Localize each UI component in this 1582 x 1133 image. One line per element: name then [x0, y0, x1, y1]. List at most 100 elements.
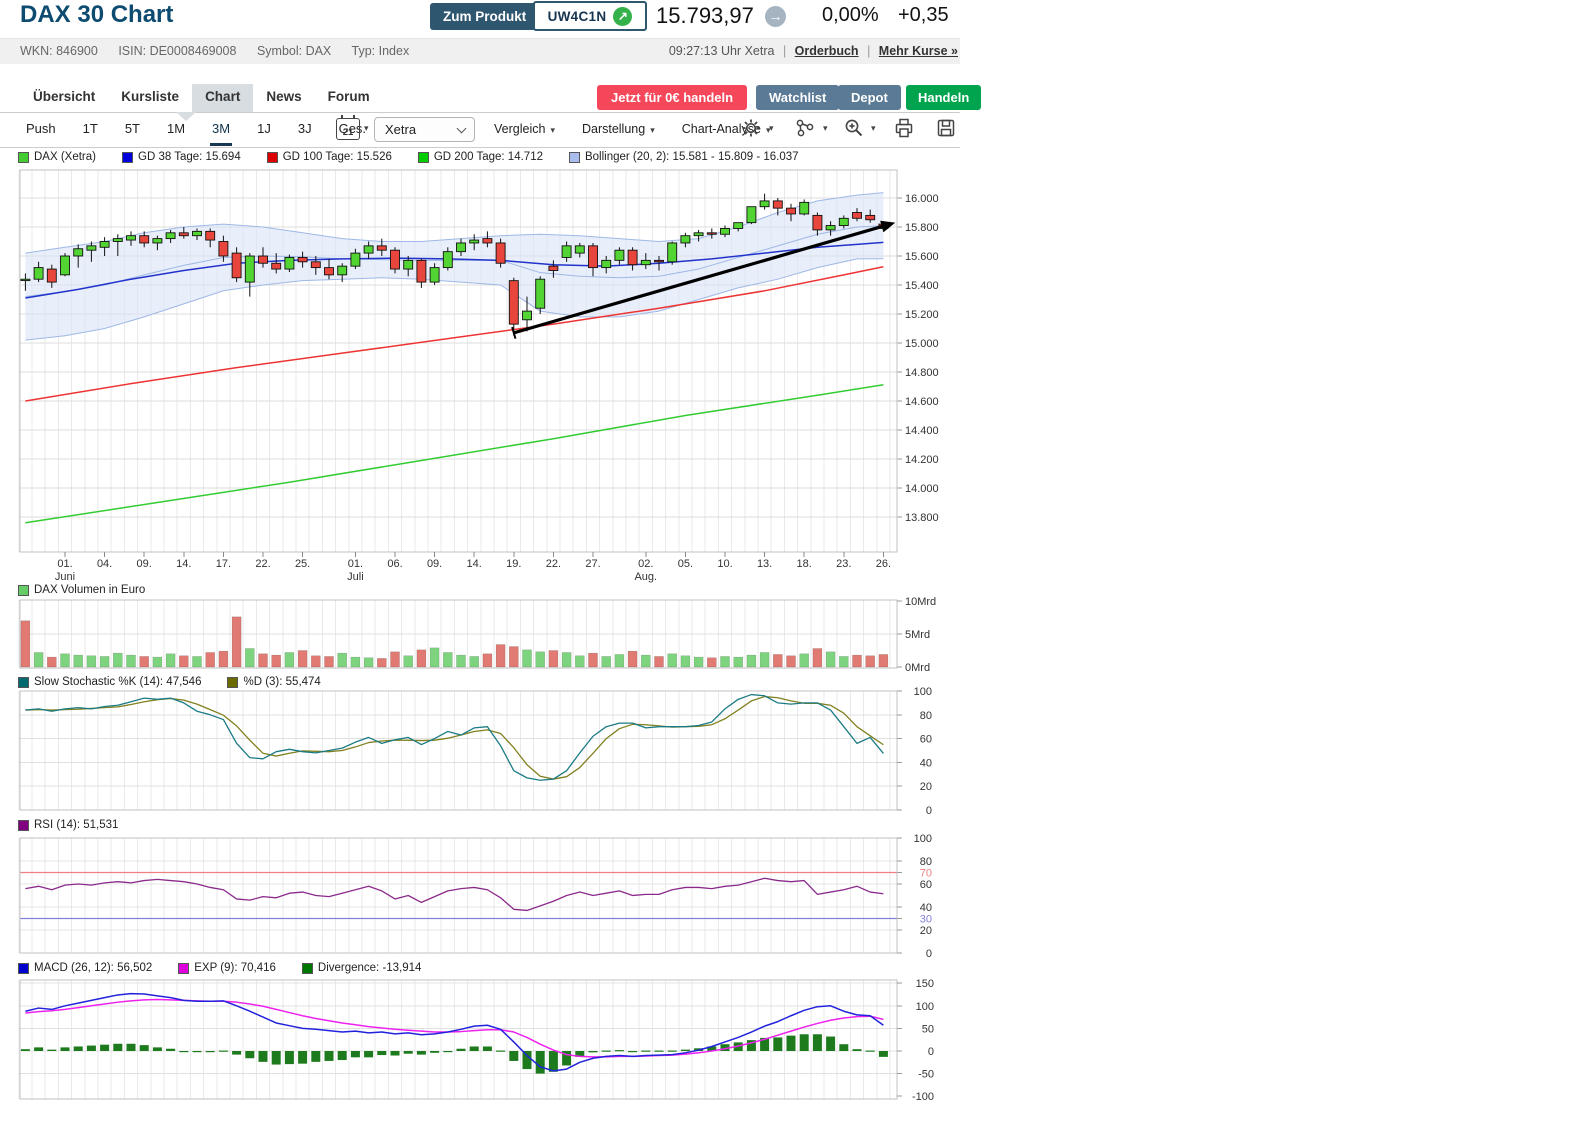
svg-text:20: 20 — [920, 781, 932, 793]
calendar-icon[interactable]: 21 — [336, 115, 360, 140]
chart-toolbar — [0, 112, 960, 148]
depot-button[interactable]: Depot — [838, 85, 901, 110]
legend-label: GD 38 Tage: 15.694 — [138, 151, 241, 163]
svg-text:70: 70 — [920, 868, 932, 880]
venue-select[interactable]: Xetra — [374, 117, 475, 142]
svg-text:27.: 27. — [585, 558, 600, 570]
zoom-icon[interactable] — [843, 117, 865, 139]
svg-text:-50: -50 — [918, 1069, 934, 1081]
svg-text:16.000: 16.000 — [905, 193, 939, 205]
svg-text:01.: 01. — [348, 558, 363, 570]
svg-text:14.: 14. — [176, 558, 191, 570]
legend-swatch — [417, 151, 429, 163]
svg-text:14.400: 14.400 — [905, 425, 939, 437]
jetzt-handeln-cta-button[interactable]: Jetzt für 0€ handeln — [597, 85, 748, 110]
separator: | — [867, 44, 871, 58]
range-1t[interactable]: 1T — [82, 121, 98, 136]
legend-swatch — [266, 151, 278, 163]
legend-item: GD 38 Tage: 15.694 — [122, 151, 241, 163]
legend-swatch — [178, 962, 190, 974]
svg-text:09.: 09. — [427, 558, 442, 570]
trend-arrow-icon: → — [765, 6, 786, 27]
svg-text:17.: 17. — [216, 558, 231, 570]
product-code-box[interactable]: UW4C1N ↗ — [533, 1, 647, 31]
chevron-down-icon: ▾ — [550, 125, 555, 135]
svg-text:15.000: 15.000 — [905, 338, 939, 350]
range-3m[interactable]: 3M — [210, 112, 233, 146]
menu-vergleich[interactable]: Vergleich ▾ — [494, 122, 555, 136]
watchlist-button[interactable]: Watchlist — [756, 85, 840, 110]
tab-forum[interactable]: Forum — [327, 89, 370, 104]
quote-info: 09:27:13 Uhr Xetra | Orderbuch | Mehr Ku… — [620, 39, 958, 64]
range-1j[interactable]: 1J — [257, 121, 271, 136]
svg-text:23.: 23. — [836, 558, 851, 570]
legend-label: GD 200 Tage: 14.712 — [433, 151, 543, 163]
svg-text:14.200: 14.200 — [905, 454, 939, 466]
zoom-caret-icon[interactable]: ▾ — [871, 123, 876, 133]
mehr-kurse-link[interactable]: Mehr Kurse » — [878, 44, 958, 58]
legend-item: GD 100 Tage: 15.526 — [266, 151, 392, 163]
isin: ISIN: DE0008469008 — [118, 44, 237, 58]
svg-text:22.: 22. — [255, 558, 270, 570]
svg-text:20: 20 — [920, 925, 932, 937]
legend-swatch — [18, 819, 29, 831]
tab--bersicht[interactable]: Übersicht — [33, 89, 96, 104]
svg-text:100: 100 — [914, 686, 932, 698]
svg-text:5Mrd: 5Mrd — [905, 629, 930, 641]
svg-text:10.: 10. — [717, 558, 732, 570]
quote-time: 09:27:13 Uhr Xetra — [668, 44, 775, 58]
tab-chart[interactable]: Chart — [192, 84, 254, 112]
rsi-legend: RSI (14): 51,531 — [18, 819, 118, 831]
svg-text:01.: 01. — [57, 558, 72, 570]
range-3j[interactable]: 3J — [297, 121, 312, 136]
handeln-button[interactable]: Handeln — [906, 85, 982, 110]
svg-text:13.: 13. — [757, 558, 772, 570]
svg-text:06.: 06. — [387, 558, 402, 570]
svg-text:26.: 26. — [876, 558, 891, 570]
price-chart-legend: DAX (Xetra) GD 38 Tage: 15.694 GD 100 Tage… — [18, 151, 799, 163]
svg-text:80: 80 — [920, 856, 932, 868]
range-5t[interactable]: 5T — [124, 121, 140, 136]
price-value: 15.793,97 — [656, 3, 754, 28]
legend-swatch — [18, 962, 29, 974]
svg-text:04.: 04. — [97, 558, 112, 570]
svg-text:0Mrd: 0Mrd — [905, 662, 930, 674]
save-icon[interactable] — [935, 117, 957, 139]
instrument-infobar: WKN: 846900 ISIN: DE0008469008 Symbol: D… — [0, 38, 960, 64]
wkn: WKN: 846900 — [20, 44, 98, 58]
tab-news[interactable]: News — [266, 89, 302, 104]
svg-text:Aug.: Aug. — [634, 571, 657, 583]
menu-chart-analyse[interactable]: Chart-Analyse ▾ — [681, 122, 771, 136]
tab-kursliste[interactable]: Kursliste — [121, 89, 180, 104]
orderbuch-link[interactable]: Orderbuch — [794, 44, 859, 58]
chart-canvas[interactable]: 16.00015.80015.60015.40015.20015.00014.8… — [0, 0, 960, 1133]
range-1m[interactable]: 1M — [166, 121, 186, 136]
legend-swatch — [301, 962, 313, 974]
legend-item: Divergence: -13,914 — [301, 962, 421, 974]
gear-caret-icon[interactable]: ▾ — [769, 123, 774, 133]
svg-text:0: 0 — [926, 805, 932, 817]
svg-text:80: 80 — [920, 710, 932, 722]
chart-menus: Vergleich ▾ Darstellung ▾ Chart-Analyse ▾ — [494, 112, 797, 146]
svg-text:30: 30 — [920, 914, 932, 926]
print-icon[interactable] — [893, 117, 915, 139]
share-caret-icon[interactable]: ▾ — [823, 123, 828, 133]
share-icon[interactable] — [794, 117, 816, 139]
svg-text:15.800: 15.800 — [905, 222, 939, 234]
svg-text:02.: 02. — [638, 558, 653, 570]
legend-label: %D (3): 55,474 — [243, 676, 321, 688]
legend-swatch — [18, 151, 29, 163]
legend-label: Slow Stochastic %K (14): 47,546 — [34, 676, 202, 688]
svg-text:40: 40 — [920, 757, 932, 769]
typ: Typ: Index — [351, 44, 410, 58]
range-push[interactable]: Push — [26, 121, 56, 136]
gear-icon[interactable] — [740, 117, 762, 139]
menu-darstellung[interactable]: Darstellung ▾ — [581, 122, 655, 136]
legend-label: Bollinger (20, 2): 15.581 - 15.809 - 16.… — [584, 151, 799, 163]
calendar-day: 21 — [342, 127, 354, 138]
svg-text:18.: 18. — [797, 558, 812, 570]
calendar-caret-icon[interactable]: ▾ — [364, 123, 369, 133]
zum-produkt-button[interactable]: Zum Produkt — [430, 3, 540, 30]
svg-text:14.000: 14.000 — [905, 483, 939, 495]
